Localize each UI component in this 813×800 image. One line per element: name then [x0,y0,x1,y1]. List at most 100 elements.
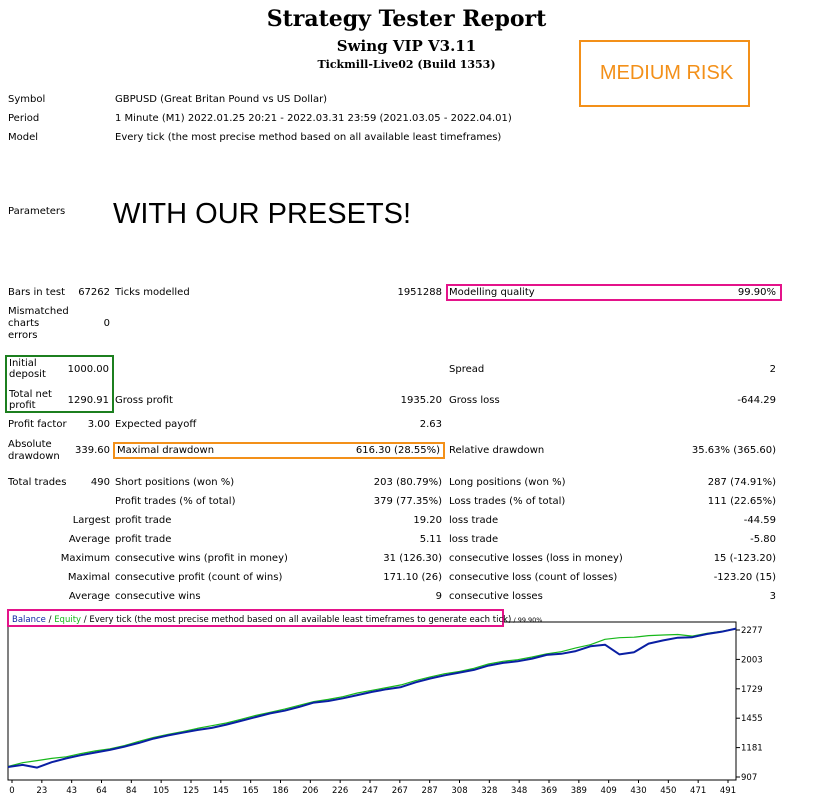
initial-value: 1000.00 [67,364,109,375]
largest-label: Largest [72,515,110,526]
chart-legend: Balance / Equity / Every tick (the most … [12,615,542,625]
period-label: Period [8,113,40,124]
absolute-drawdown-label-1: Absolute [8,439,52,450]
mismatch-label-3: errors [8,330,38,341]
maximal-loss-label: consecutive loss (count of losses) [449,572,618,583]
y-axis-labels: 2277 2003 1729 1455 1181 907 [741,626,763,783]
total-trades-label: Total trades [8,477,67,488]
series-line-balance [7,627,737,769]
long-positions-label: Long positions (won %) [449,477,566,488]
y-tick-label: 1455 [741,714,763,724]
largest-profit-label: profit trade [115,515,172,526]
initial-label-2: deposit [9,369,46,380]
mismatch-value: 0 [103,318,110,329]
legend-equity: Equity [54,615,81,625]
largest-loss-value: -44.59 [743,515,776,526]
maximum-label: Maximum [60,553,110,564]
profit-factor-value: 3.00 [87,419,110,430]
risk-badge: MEDIUM RISK [579,40,750,107]
maximal-profit-value: 171.10 (26) [383,572,442,583]
expert-name: Swing VIP V3.11 [336,37,477,55]
x-tick-label: 0 [9,786,14,796]
avg-wins-value: 9 [435,591,442,602]
balance-equity-chart: 2277 2003 1729 1455 1181 907 0 23 43 64 84 105 125 1… [7,609,763,796]
net-profit-value: 1290.91 [67,395,109,406]
x-tick-label: 165 [243,786,259,796]
ticks-value: 1951288 [397,287,442,298]
bars-value: 67262 [78,287,110,298]
avg-losses-label: consecutive losses [449,591,543,602]
x-tick-label: 206 [302,786,318,796]
net-profit-label-2: profit [9,400,36,411]
relative-drawdown-label: Relative drawdown [449,445,545,456]
profit-trades-label: Profit trades (% of total) [115,496,236,507]
average-loss-label: loss trade [449,534,499,545]
x-axis-labels: 0 23 43 64 84 105 125 145 165 186 206 226 247 267 287 3… [9,786,736,796]
max-drawdown-value: 616.30 (28.55%) [355,445,440,456]
chart-lines [7,627,737,769]
x-tick-label: 471 [690,786,706,796]
mismatch-label-2: charts [8,318,40,329]
model-value: Every tick (the most precise method base… [115,132,502,143]
x-tick-label: 491 [720,786,736,796]
profit-trades-value: 379 (77.35%) [373,496,442,507]
x-tick-label: 369 [541,786,557,796]
bars-label: Bars in test [8,287,65,298]
legend-highlight [7,609,504,627]
parameters-label: Parameters [8,206,66,217]
y-tick-label: 2277 [741,626,763,636]
expected-payoff-value: 2.63 [419,419,442,430]
y-tick-label: 1181 [741,744,763,754]
server-info: Tickmill-Live02 (Build 1353) [317,58,496,71]
x-tick-label: 145 [213,786,229,796]
x-tick-label: 226 [332,786,348,796]
symbol-value: GBPUSD (Great Britan Pound vs US Dollar) [115,94,328,105]
legend-balance: Balance [12,615,46,625]
absolute-drawdown-label-2: drawdown [8,451,60,462]
legend-model: / Every tick (the most precise method ba… [81,615,511,625]
average-profit-value: 5.11 [419,534,442,545]
x-tick-label: 43 [66,786,77,796]
ticks-label: Ticks modelled [115,287,190,298]
avg-losses-value: 3 [769,591,776,602]
legend-quality: / 99.90% [511,616,542,624]
y-tick-label: 907 [741,773,757,783]
short-positions-label: Short positions (won %) [115,477,235,488]
gross-profit-label: Gross profit [115,395,173,406]
gross-loss-label: Gross loss [449,395,500,406]
x-tick-label: 23 [36,786,47,796]
quality-highlight [446,284,782,301]
x-tick-label: 409 [601,786,617,796]
quality-label: Modelling quality [449,287,535,298]
y-tick-label: 1729 [741,685,763,695]
plot-area [7,621,737,781]
maximal-loss-value: -123.20 (15) [713,572,776,583]
maximal-profit-label: consecutive profit (count of wins) [115,572,283,583]
short-positions-value: 203 (80.79%) [373,477,442,488]
x-tick-label: 348 [511,786,527,796]
profit-factor-label: Profit factor [8,419,67,430]
x-tick-label: 328 [481,786,497,796]
symbol-label: Symbol [8,94,46,105]
max-losses-value: 15 (-123.20) [713,553,776,564]
spread-label: Spread [449,364,485,375]
max-wins-label: consecutive wins (profit in money) [115,553,288,564]
mismatch-label-1: Mismatched [8,306,69,317]
x-tick-label: 389 [571,786,587,796]
relative-drawdown-value: 35.63% (365.60) [691,445,776,456]
y-tick-label: 2003 [741,655,763,665]
report-title: Strategy Tester Report [266,6,547,32]
presets-text: WITH OUR PRESETS! [113,198,412,230]
period-value: 1 Minute (M1) 2022.01.25 20:21 - 2022.03… [115,113,512,124]
loss-trades-value: 111 (22.65%) [707,496,776,507]
quality-value: 99.90% [737,287,776,298]
max-wins-value: 31 (126.30) [383,553,442,564]
average-profit-label: profit trade [115,534,172,545]
x-tick-label: 267 [392,786,408,796]
risk-label: MEDIUM RISK [599,62,734,84]
long-positions-value: 287 (74.91%) [707,477,776,488]
x-tick-label: 430 [630,786,646,796]
x-tick-label: 84 [126,786,137,796]
spread-value: 2 [769,364,776,375]
expected-payoff-label: Expected payoff [115,419,197,430]
